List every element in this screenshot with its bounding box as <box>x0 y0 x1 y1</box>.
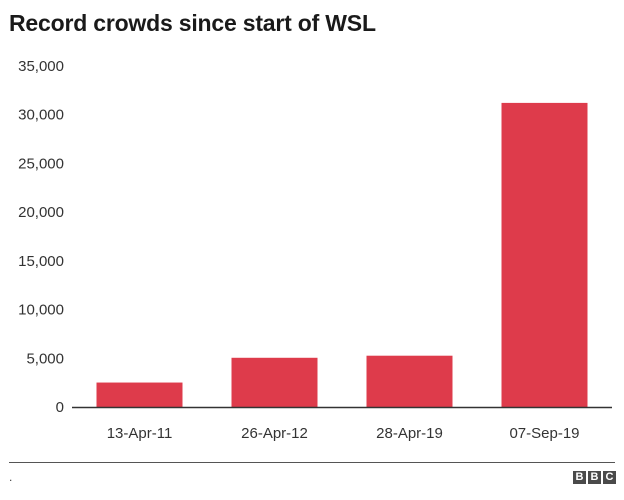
y-tick-label: 35,000 <box>18 58 64 75</box>
x-axis-ticks: 13-Apr-11 26-Apr-12 28-Apr-19 07-Sep-19 <box>107 425 580 442</box>
y-tick-label: 20,000 <box>18 204 64 221</box>
y-tick-label: 15,000 <box>18 253 64 270</box>
bbc-logo-letter: C <box>603 471 616 484</box>
y-tick-label: 5,000 <box>26 350 64 367</box>
y-tick-label: 0 <box>56 399 64 416</box>
chart-title: Record crowds since start of WSL <box>9 10 376 36</box>
y-tick-label: 30,000 <box>18 107 64 124</box>
y-axis-ticks: 0 5,000 10,000 15,000 20,000 25,000 30,000 35,0… <box>18 58 64 416</box>
y-tick-label: 25,000 <box>18 155 64 172</box>
x-tick-label: 26-Apr-12 <box>241 425 308 442</box>
footer-note: . <box>9 470 13 484</box>
bar-07-Sep-19 <box>501 102 588 407</box>
bar-13-Apr-11 <box>96 382 183 407</box>
x-tick-label: 07-Sep-19 <box>509 425 579 442</box>
bar-26-Apr-12 <box>231 357 318 407</box>
bbc-logo-letter: B <box>573 471 586 484</box>
bars <box>96 102 588 407</box>
x-tick-label: 28-Apr-19 <box>376 425 443 442</box>
bbc-logo-letter: B <box>588 471 601 484</box>
bar-28-Apr-19 <box>366 355 453 407</box>
bar-chart: 0 5,000 10,000 15,000 20,000 25,000 30,000 35,0… <box>18 58 612 442</box>
bbc-logo: B B C <box>573 471 616 484</box>
y-tick-label: 10,000 <box>18 302 64 319</box>
x-tick-label: 13-Apr-11 <box>107 425 173 442</box>
footer-divider <box>9 462 615 463</box>
